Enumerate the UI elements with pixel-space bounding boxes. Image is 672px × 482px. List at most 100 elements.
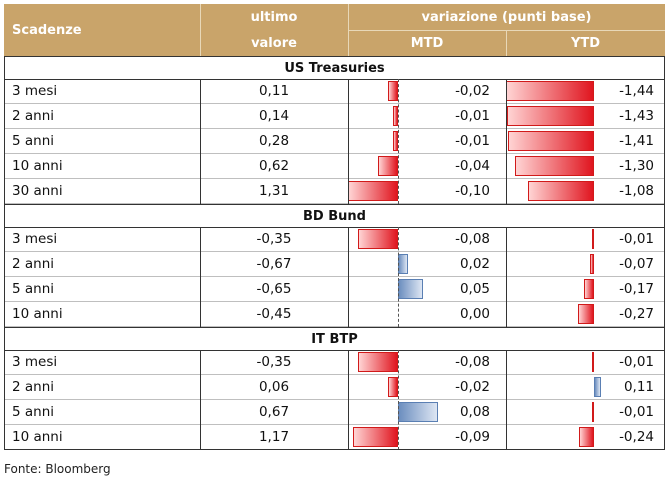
mtd-value: -0,01: [455, 133, 490, 149]
mtd-bar: [378, 156, 398, 176]
ytd-value: -0,27: [619, 306, 654, 322]
ytd-bar: [577, 304, 594, 324]
table-row: 5 anni 0,67 0,08 -0,01: [4, 400, 665, 425]
maturity-label: 3 mesi: [12, 83, 58, 99]
ytd-bar: [592, 352, 594, 372]
last-value: 0,67: [258, 404, 290, 420]
mtd-bar: [353, 427, 398, 447]
ytd-value: -1,44: [619, 83, 654, 99]
last-value: 0,28: [258, 133, 290, 149]
table-row: 10 anni 0,62 -0,04 -1,30: [4, 154, 665, 179]
mtd-bar: [388, 81, 398, 101]
mtd-bar: [358, 352, 398, 372]
table-row: 3 mesi 0,11 -0,02 -1,44: [4, 79, 665, 104]
mtd-value: -0,08: [455, 354, 490, 370]
last-value: -0,65: [256, 281, 292, 297]
last-value: 0,11: [258, 83, 290, 99]
header-mtd: MTD: [410, 35, 444, 51]
ytd-bar: [594, 377, 601, 397]
ytd-bar: [507, 131, 594, 151]
column-divider: [200, 350, 201, 450]
last-value: 0,06: [258, 379, 290, 395]
last-value: 0,14: [258, 108, 290, 124]
mtd-bar: [358, 229, 398, 249]
ytd-bar: [514, 156, 594, 176]
column-divider: [348, 79, 349, 204]
ytd-bar: [592, 229, 594, 249]
last-value: -0,45: [256, 306, 292, 322]
last-value: 1,31: [258, 183, 290, 199]
column-divider: [506, 79, 507, 204]
last-value: -0,35: [256, 354, 292, 370]
maturity-label: 10 anni: [12, 429, 63, 445]
last-value: 1,17: [258, 429, 290, 445]
mtd-bar: [388, 377, 398, 397]
ytd-bar: [579, 427, 594, 447]
table-row: 5 anni -0,65 0,05 -0,17: [4, 277, 665, 302]
ytd-value: -1,41: [619, 133, 654, 149]
section-header: US Treasuries: [4, 56, 665, 80]
mtd-value: -0,02: [455, 379, 490, 395]
mtd-value: 0,02: [459, 256, 490, 272]
ytd-value: -1,43: [619, 108, 654, 124]
maturity-label: 30 anni: [12, 183, 63, 199]
zero-axis: [398, 350, 400, 450]
mtd-value: 0,08: [459, 404, 490, 420]
table-bottom-border: [4, 449, 665, 450]
maturity-label: 10 anni: [12, 158, 63, 174]
ytd-value: -0,07: [619, 256, 654, 272]
header-divider: [200, 4, 201, 56]
source-note: Fonte: Bloomberg: [4, 462, 111, 476]
header-scadenze: Scadenze: [12, 22, 82, 38]
table-row: 2 anni 0,06 -0,02 0,11: [4, 375, 665, 400]
table-row: 2 anni -0,67 0,02 -0,07: [4, 252, 665, 277]
header-ytd: YTD: [570, 35, 601, 51]
table-row: 3 mesi -0,35 -0,08 -0,01: [4, 227, 665, 252]
mtd-value: -0,04: [455, 158, 490, 174]
mtd-value: -0,08: [455, 231, 490, 247]
mtd-value: -0,01: [455, 108, 490, 124]
ytd-bar: [592, 402, 594, 422]
column-divider: [506, 227, 507, 327]
header-divider: [506, 30, 507, 56]
header-ultimo: ultimo: [250, 9, 298, 25]
maturity-label: 2 anni: [12, 256, 55, 272]
column-divider: [200, 79, 201, 204]
maturity-label: 2 anni: [12, 379, 55, 395]
table-row: 5 anni 0,28 -0,01 -1,41: [4, 129, 665, 154]
last-value: -0,35: [256, 231, 292, 247]
ytd-value: -0,24: [619, 429, 654, 445]
table-row: 2 anni 0,14 -0,01 -1,43: [4, 104, 665, 129]
mtd-value: -0,09: [455, 429, 490, 445]
zero-axis: [398, 227, 400, 327]
maturity-label: 5 anni: [12, 133, 55, 149]
ytd-value: -0,17: [619, 281, 654, 297]
table-header: Scadenze ultimo valore variazione (punti…: [4, 4, 665, 56]
header-valore: valore: [251, 35, 297, 51]
maturity-label: 5 anni: [12, 404, 55, 420]
table-right-border: [664, 56, 665, 450]
column-divider: [348, 350, 349, 450]
ytd-bar: [506, 106, 594, 126]
section-header: IT BTP: [4, 327, 665, 351]
header-variazione: variazione (punti base): [421, 9, 592, 25]
last-value: -0,67: [256, 256, 292, 272]
column-divider: [348, 227, 349, 327]
maturity-label: 3 mesi: [12, 231, 58, 247]
maturity-label: 5 anni: [12, 281, 55, 297]
ytd-bar: [583, 279, 594, 299]
ytd-value: -0,01: [619, 354, 654, 370]
ytd-bar: [506, 81, 594, 101]
mtd-value: 0,00: [459, 306, 490, 322]
mtd-value: 0,05: [459, 281, 490, 297]
mtd-value: -0,02: [455, 83, 490, 99]
column-divider: [200, 227, 201, 327]
ytd-value: -1,30: [619, 158, 654, 174]
ytd-bar: [589, 254, 594, 274]
table-row: 10 anni 1,17 -0,09 -0,24: [4, 425, 665, 450]
table-left-border: [4, 56, 5, 450]
ytd-value: -1,08: [619, 183, 654, 199]
last-value: 0,62: [258, 158, 290, 174]
mtd-bar: [393, 106, 398, 126]
table-row: 30 anni 1,31 -0,10 -1,08: [4, 179, 665, 204]
